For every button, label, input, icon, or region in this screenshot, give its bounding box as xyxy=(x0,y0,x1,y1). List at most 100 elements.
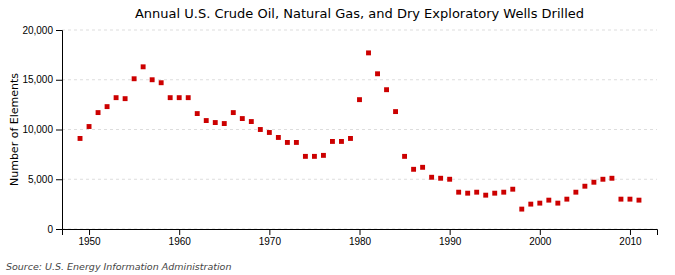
x-tick-label: 1980 xyxy=(349,236,372,247)
grid xyxy=(62,30,657,229)
point xyxy=(555,201,560,206)
point xyxy=(456,190,461,195)
y-tick-label: 20,000 xyxy=(22,25,53,36)
point xyxy=(276,135,281,140)
point xyxy=(474,190,479,195)
x-tick-mark xyxy=(269,229,270,235)
y-tick-mark xyxy=(56,80,62,81)
point xyxy=(384,87,389,92)
grid-line xyxy=(62,179,657,180)
point xyxy=(438,176,443,181)
point xyxy=(375,71,380,76)
point xyxy=(411,167,416,172)
point xyxy=(582,184,587,189)
point xyxy=(600,177,605,182)
point xyxy=(123,96,128,101)
point xyxy=(303,154,308,159)
x-tick-mark xyxy=(179,229,180,235)
point xyxy=(186,95,191,100)
points xyxy=(78,50,642,211)
point xyxy=(87,124,92,129)
point xyxy=(267,130,272,135)
source-note: Source: U.S. Energy Information Administ… xyxy=(6,261,231,272)
x-tick: 1970 xyxy=(259,229,282,247)
point xyxy=(357,97,362,102)
grid-line xyxy=(62,30,657,31)
x-tick-label: 1950 xyxy=(78,236,101,247)
point xyxy=(132,76,137,81)
point xyxy=(637,198,642,203)
y-axis-line xyxy=(56,31,63,230)
point xyxy=(366,50,371,55)
point xyxy=(249,119,254,124)
grid-line xyxy=(62,129,657,130)
x-tick: 2010 xyxy=(619,229,642,247)
point xyxy=(420,165,425,170)
point xyxy=(537,201,542,206)
point xyxy=(348,136,353,141)
point xyxy=(546,198,551,203)
y-tick: 20,000 xyxy=(22,25,62,36)
point xyxy=(231,110,236,115)
point xyxy=(159,80,164,85)
point xyxy=(618,197,623,202)
x-tick-mark xyxy=(540,229,541,235)
point xyxy=(78,136,83,141)
point xyxy=(141,64,146,69)
point xyxy=(222,121,227,126)
point xyxy=(609,176,614,181)
point xyxy=(285,140,290,145)
x-tick: 2000 xyxy=(529,229,552,247)
point xyxy=(573,190,578,195)
plot-area: 1950 1960 1970 1980 1990 2000 2010 0 5,000 10,000… xyxy=(22,25,657,247)
y-tick-label: 15,000 xyxy=(22,74,53,85)
point xyxy=(105,104,110,109)
y-tick: 0 xyxy=(47,224,62,235)
y-tick-label: 10,000 xyxy=(22,124,53,135)
point xyxy=(195,111,200,116)
y-tick-mark xyxy=(56,130,62,131)
point xyxy=(213,120,218,125)
point xyxy=(258,127,263,132)
point xyxy=(447,177,452,182)
x-axis: 1950 1960 1970 1980 1990 2000 2010 xyxy=(63,229,658,247)
x-tick-mark xyxy=(450,229,451,235)
point xyxy=(177,95,182,100)
y-tick: 15,000 xyxy=(22,74,62,85)
x-tick-label: 1970 xyxy=(259,236,282,247)
y-tick-label: 5,000 xyxy=(28,174,53,185)
x-tick: 1990 xyxy=(439,229,462,247)
y-axis-title: Number of Elements xyxy=(8,73,21,186)
y-axis: 0 5,000 10,000 15,000 20,000 xyxy=(22,25,62,235)
point xyxy=(501,190,506,195)
y-tick: 5,000 xyxy=(28,174,62,185)
point xyxy=(393,109,398,114)
point xyxy=(510,187,515,192)
x-tick-label: 2010 xyxy=(619,236,642,247)
y-tick-mark xyxy=(56,30,62,31)
point xyxy=(339,139,344,144)
x-tick-label: 1990 xyxy=(439,236,462,247)
point xyxy=(330,139,335,144)
x-tick: 1960 xyxy=(169,229,192,247)
x-tick-label: 1960 xyxy=(169,236,192,247)
x-tick-mark xyxy=(360,229,361,235)
y-tick-mark xyxy=(56,229,62,230)
point xyxy=(628,197,633,202)
point xyxy=(150,77,155,82)
point xyxy=(204,118,209,123)
point xyxy=(519,207,524,212)
x-tick-mark xyxy=(89,229,90,235)
point xyxy=(402,154,407,159)
point xyxy=(528,202,533,207)
point xyxy=(321,153,326,158)
point xyxy=(591,180,596,185)
x-tick: 1950 xyxy=(78,229,101,247)
y-tick-label: 0 xyxy=(47,224,53,235)
x-axis-line xyxy=(63,230,658,236)
x-tick: 1980 xyxy=(349,229,372,247)
point xyxy=(564,197,569,202)
y-tick-mark xyxy=(56,179,62,180)
point xyxy=(429,175,434,180)
point xyxy=(483,193,488,198)
